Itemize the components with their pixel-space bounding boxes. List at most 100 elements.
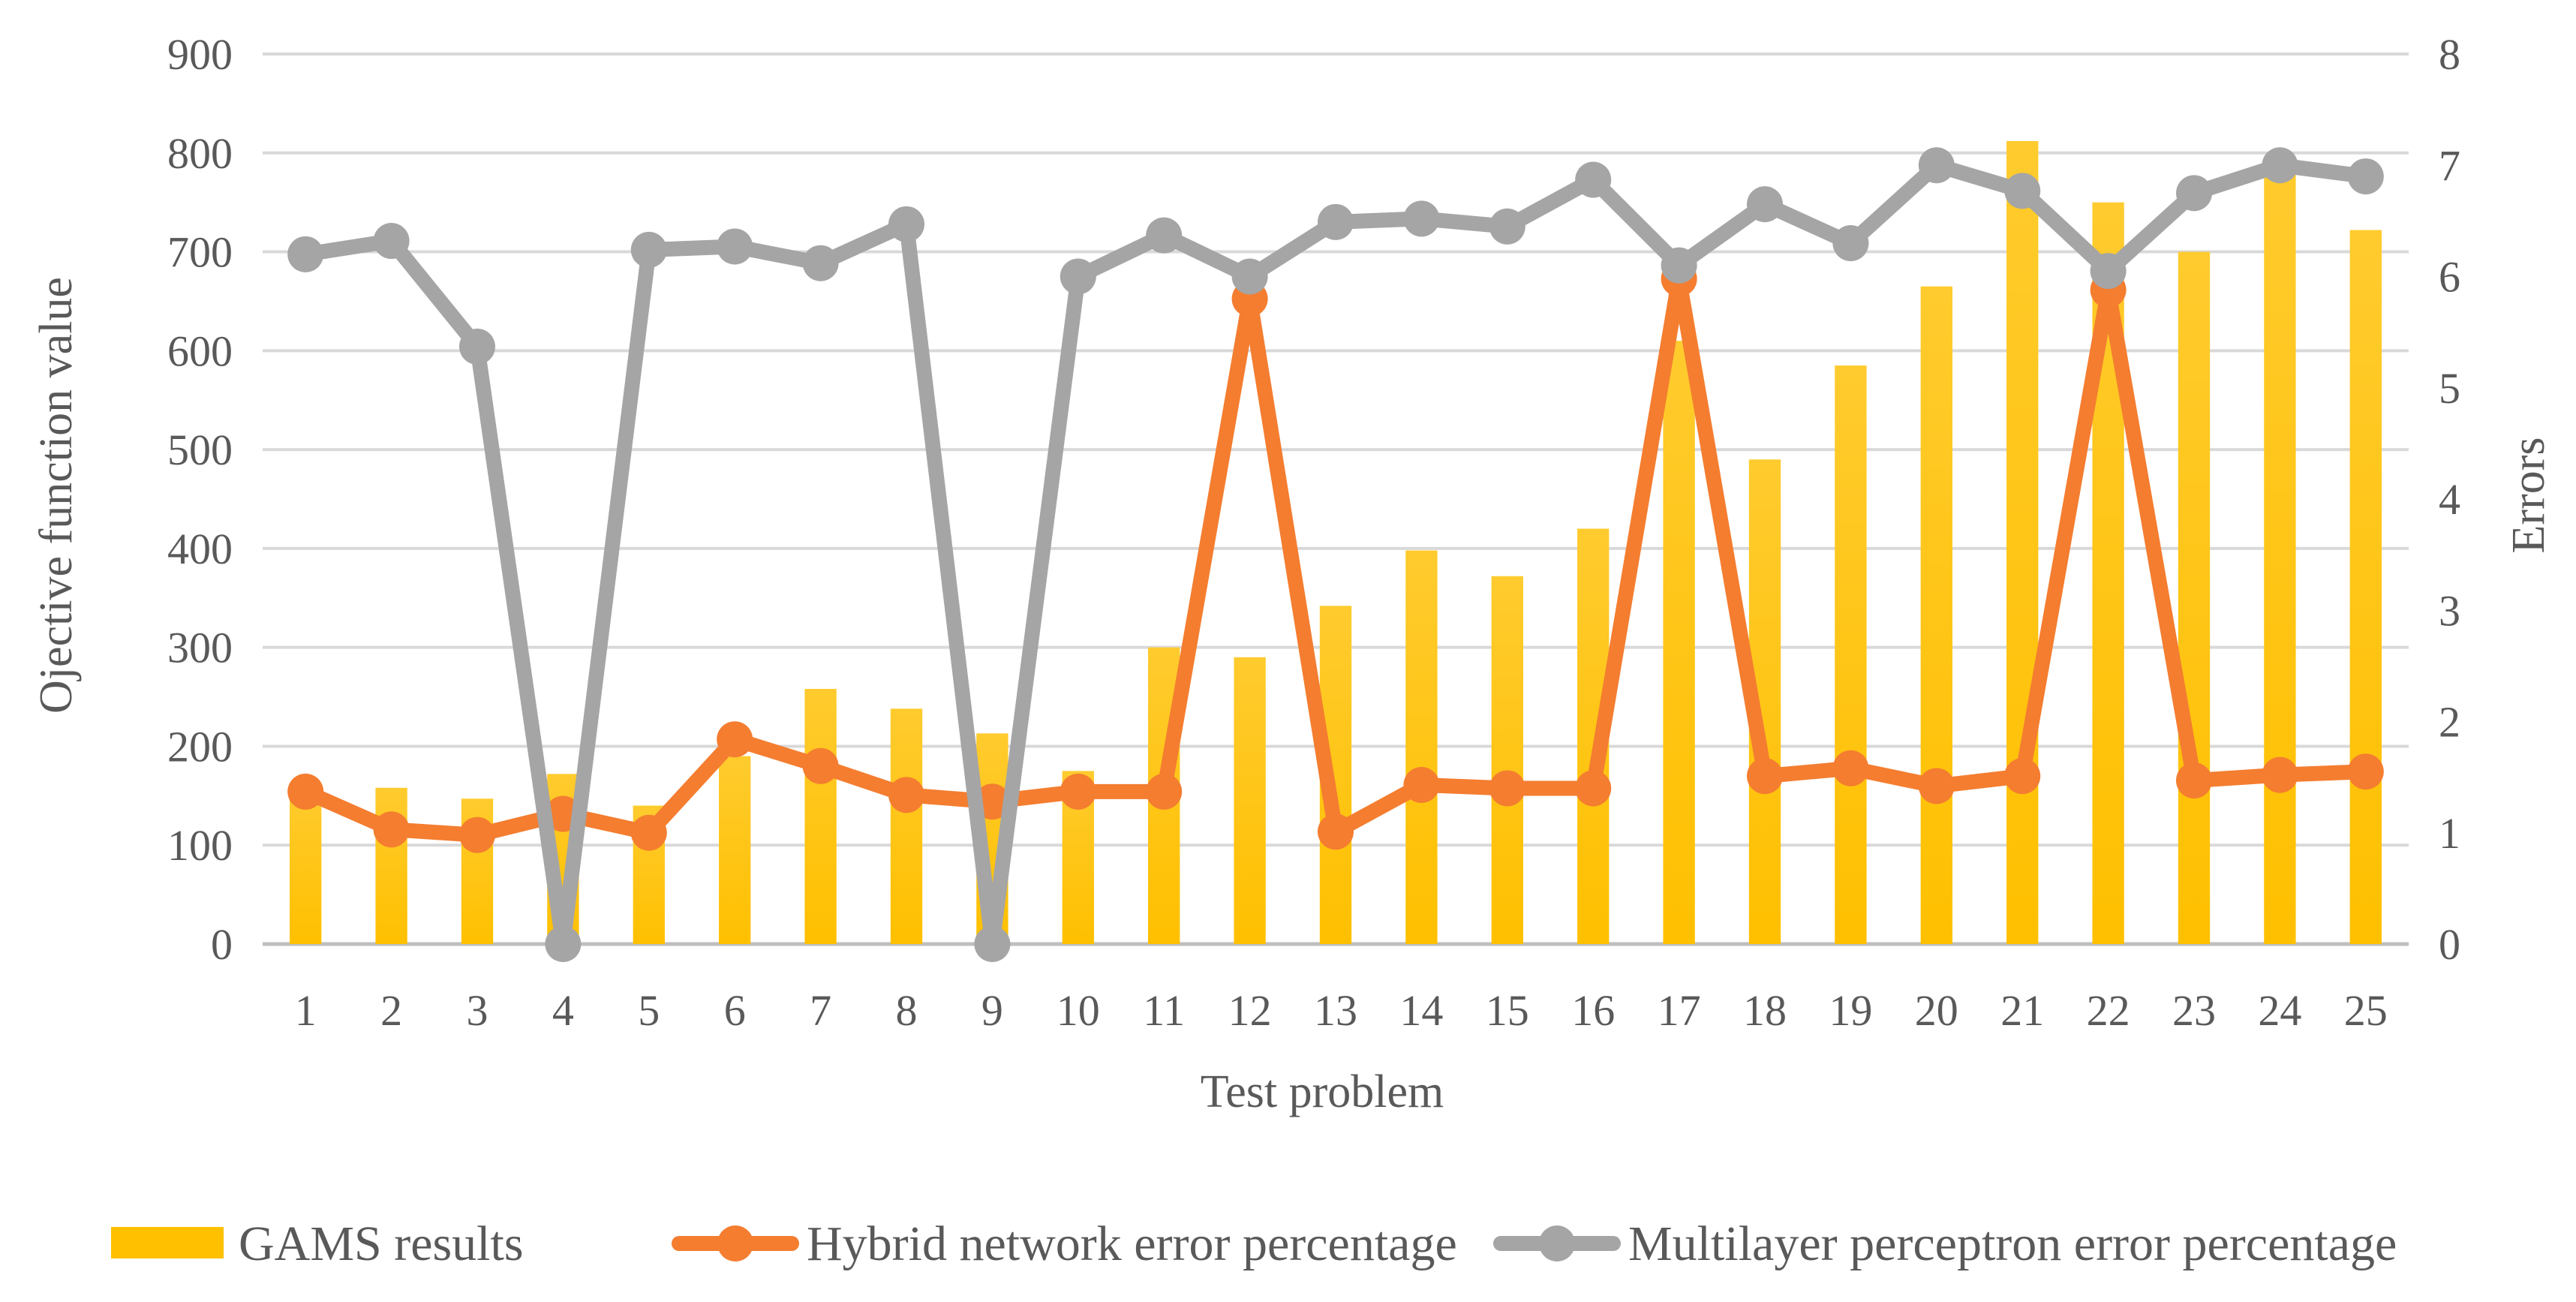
data-point	[1146, 217, 1183, 254]
bar	[2006, 140, 2039, 944]
bar	[804, 689, 837, 944]
data-point	[717, 721, 753, 758]
x-tick-label: 10	[1057, 986, 1100, 1035]
y2-tick-label: 2	[2439, 698, 2460, 747]
x-tick-label: 3	[467, 986, 488, 1035]
data-point	[1575, 161, 1612, 198]
data-point	[630, 231, 667, 268]
x-tick-label: 12	[1228, 986, 1272, 1035]
x-tick-label: 9	[981, 986, 1003, 1035]
bar	[1405, 550, 1438, 944]
bar	[1920, 286, 1952, 945]
legend-marker	[717, 1225, 753, 1261]
data-point	[1231, 258, 1268, 295]
data-point	[459, 816, 495, 853]
x-tick-label: 2	[380, 986, 402, 1035]
bar	[1234, 657, 1266, 944]
legend-swatch	[111, 1227, 224, 1258]
bar	[890, 708, 923, 944]
x-tick-label: 5	[638, 986, 660, 1035]
y-tick-label: 500	[167, 425, 233, 474]
legend-item: GAMS results	[111, 1216, 524, 1271]
data-point	[287, 773, 324, 810]
data-point	[1146, 773, 1183, 810]
y-tick-label: 400	[167, 525, 233, 573]
bar	[2349, 230, 2382, 944]
x-tick-label: 24	[2258, 986, 2301, 1035]
y2-axis-title: Errors	[2503, 438, 2554, 554]
x-tick-label: 15	[1486, 986, 1529, 1035]
bar	[719, 756, 751, 944]
x-tick-label: 11	[1143, 986, 1185, 1035]
line-series-hybrid-network	[287, 260, 2384, 853]
y2-tick-label: 6	[2439, 253, 2460, 302]
y-tick-label: 700	[167, 228, 233, 277]
legend-marker	[1539, 1225, 1575, 1261]
y-tick-label: 300	[167, 624, 233, 672]
y-tick-label: 200	[167, 722, 233, 771]
legend-item: Hybrid network error percentage	[672, 1216, 1457, 1271]
x-tick-label: 22	[2087, 986, 2130, 1035]
y2-tick-label: 8	[2439, 30, 2460, 79]
x-tick-label: 6	[724, 986, 746, 1035]
x-tick-label: 25	[2344, 986, 2388, 1035]
legend-label: Hybrid network error percentage	[807, 1216, 1457, 1271]
bar-series-gams-results	[290, 140, 2382, 945]
data-point	[2347, 158, 2384, 195]
y-tick-label: 900	[167, 30, 233, 79]
data-point	[1489, 770, 1525, 807]
data-point	[802, 245, 839, 281]
data-point	[2262, 147, 2298, 184]
legend: GAMS results Hybrid network error percent…	[111, 1216, 2397, 1271]
bar	[375, 787, 407, 944]
data-point	[2262, 756, 2298, 793]
y-axis-title: Ojective function value	[31, 277, 82, 714]
data-point	[1489, 208, 1525, 245]
y2-tick-label: 3	[2439, 586, 2460, 635]
x-tick-label: 16	[1571, 986, 1615, 1035]
x-tick-label: 19	[1829, 986, 1872, 1035]
data-point	[2347, 753, 2384, 790]
x-tick-label: 7	[810, 986, 831, 1035]
x-tick-label: 23	[2172, 986, 2216, 1035]
bar	[290, 790, 322, 944]
x-tick-label: 1	[295, 986, 317, 1035]
data-point	[888, 777, 924, 813]
data-point	[1318, 813, 1354, 850]
data-point	[1661, 247, 1697, 284]
right-axis-ticks: 0 1 2 3 4 5 6 7 8	[2439, 30, 2460, 969]
y-tick-label: 800	[167, 129, 233, 178]
data-point	[888, 206, 924, 242]
data-point	[545, 926, 582, 962]
data-point	[1918, 147, 1955, 184]
data-point	[1403, 200, 1440, 237]
data-point	[1060, 258, 1096, 295]
line-series-multilayer-perceptron	[287, 147, 2384, 962]
legend-item: Multilayer perceptron error percentage	[1493, 1216, 2397, 1271]
y2-tick-label: 0	[2439, 920, 2460, 969]
x-tick-label: 4	[552, 986, 574, 1035]
data-point	[1832, 750, 1869, 786]
data-point	[1403, 767, 1440, 804]
data-point	[1747, 186, 1783, 223]
data-point	[2176, 175, 2212, 212]
x-tick-label: 21	[2000, 986, 2044, 1035]
bar	[1835, 365, 1867, 945]
data-point	[373, 223, 410, 260]
data-point	[1918, 768, 1955, 804]
data-point	[2004, 758, 2041, 795]
bar	[2178, 251, 2211, 944]
y2-tick-label: 7	[2439, 141, 2460, 190]
data-point	[2090, 253, 2127, 290]
bar	[1663, 341, 1695, 945]
y2-tick-label: 5	[2439, 364, 2460, 413]
data-point	[717, 228, 753, 265]
y2-tick-label: 4	[2439, 475, 2460, 524]
x-tick-label: 14	[1399, 986, 1443, 1035]
left-axis-ticks: 0 100 200 300 400 500 600 700 800 900	[167, 30, 233, 969]
y2-tick-label: 1	[2439, 809, 2460, 858]
bar	[2264, 162, 2296, 944]
legend-label: GAMS results	[239, 1216, 524, 1271]
data-point	[1060, 773, 1096, 810]
